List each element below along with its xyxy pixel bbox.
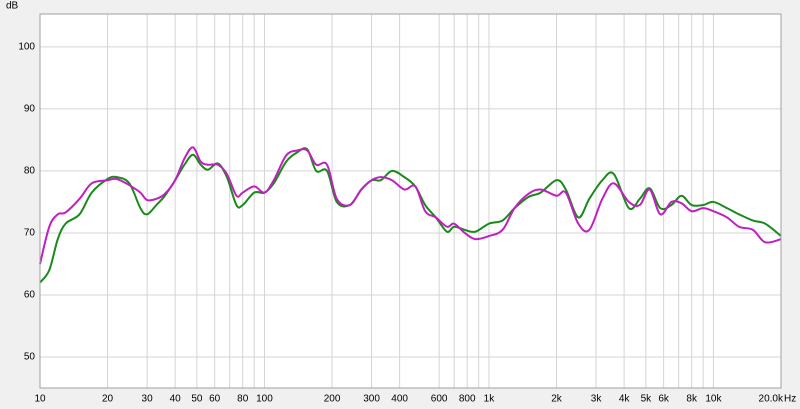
y-tick-label: 90 bbox=[24, 104, 36, 115]
x-tick-label: 10k bbox=[705, 394, 722, 405]
plot-border bbox=[39, 13, 782, 389]
y-tick-label: 80 bbox=[24, 166, 36, 177]
response-curve bbox=[39, 147, 782, 284]
x-tick-label: 400 bbox=[391, 394, 408, 405]
x-tick-label: 800 bbox=[459, 394, 476, 405]
y-tick-label: 60 bbox=[24, 290, 36, 301]
x-tick-label: 80 bbox=[237, 394, 249, 405]
x-tick-label: 20 bbox=[102, 394, 114, 405]
y-tick-label: 100 bbox=[18, 42, 35, 53]
plot-area bbox=[40, 14, 781, 388]
x-tick-label: 100 bbox=[256, 394, 273, 405]
x-tick-label: 4k bbox=[619, 394, 631, 405]
x-tick-label: 300 bbox=[363, 394, 380, 405]
y-unit: dB bbox=[6, 1, 19, 12]
x-tick-label: 6k bbox=[658, 394, 670, 405]
x-tick-label: 10 bbox=[34, 394, 46, 405]
x-tick-label: 200 bbox=[324, 394, 341, 405]
x-tick-label: 600 bbox=[431, 394, 448, 405]
x-tick-label: 8k bbox=[686, 394, 698, 405]
x-tick-label: 60 bbox=[209, 394, 221, 405]
x-tick-label: 40 bbox=[170, 394, 182, 405]
x-unit: Hz bbox=[784, 394, 796, 405]
x-tick-label: 20.0k bbox=[759, 394, 784, 405]
x-tick-label: 3k bbox=[591, 394, 603, 405]
y-tick-label: 50 bbox=[24, 352, 36, 363]
response-curve bbox=[39, 146, 782, 265]
y-tick-label: 70 bbox=[24, 228, 36, 239]
x-tick-label: 5k bbox=[641, 394, 653, 405]
curves bbox=[39, 146, 782, 284]
x-tick-label: 1k bbox=[484, 394, 496, 405]
x-tick-label: 2k bbox=[551, 394, 563, 405]
x-tick-label: 50 bbox=[191, 394, 203, 405]
grid bbox=[39, 14, 782, 388]
x-tick-label: 30 bbox=[142, 394, 154, 405]
